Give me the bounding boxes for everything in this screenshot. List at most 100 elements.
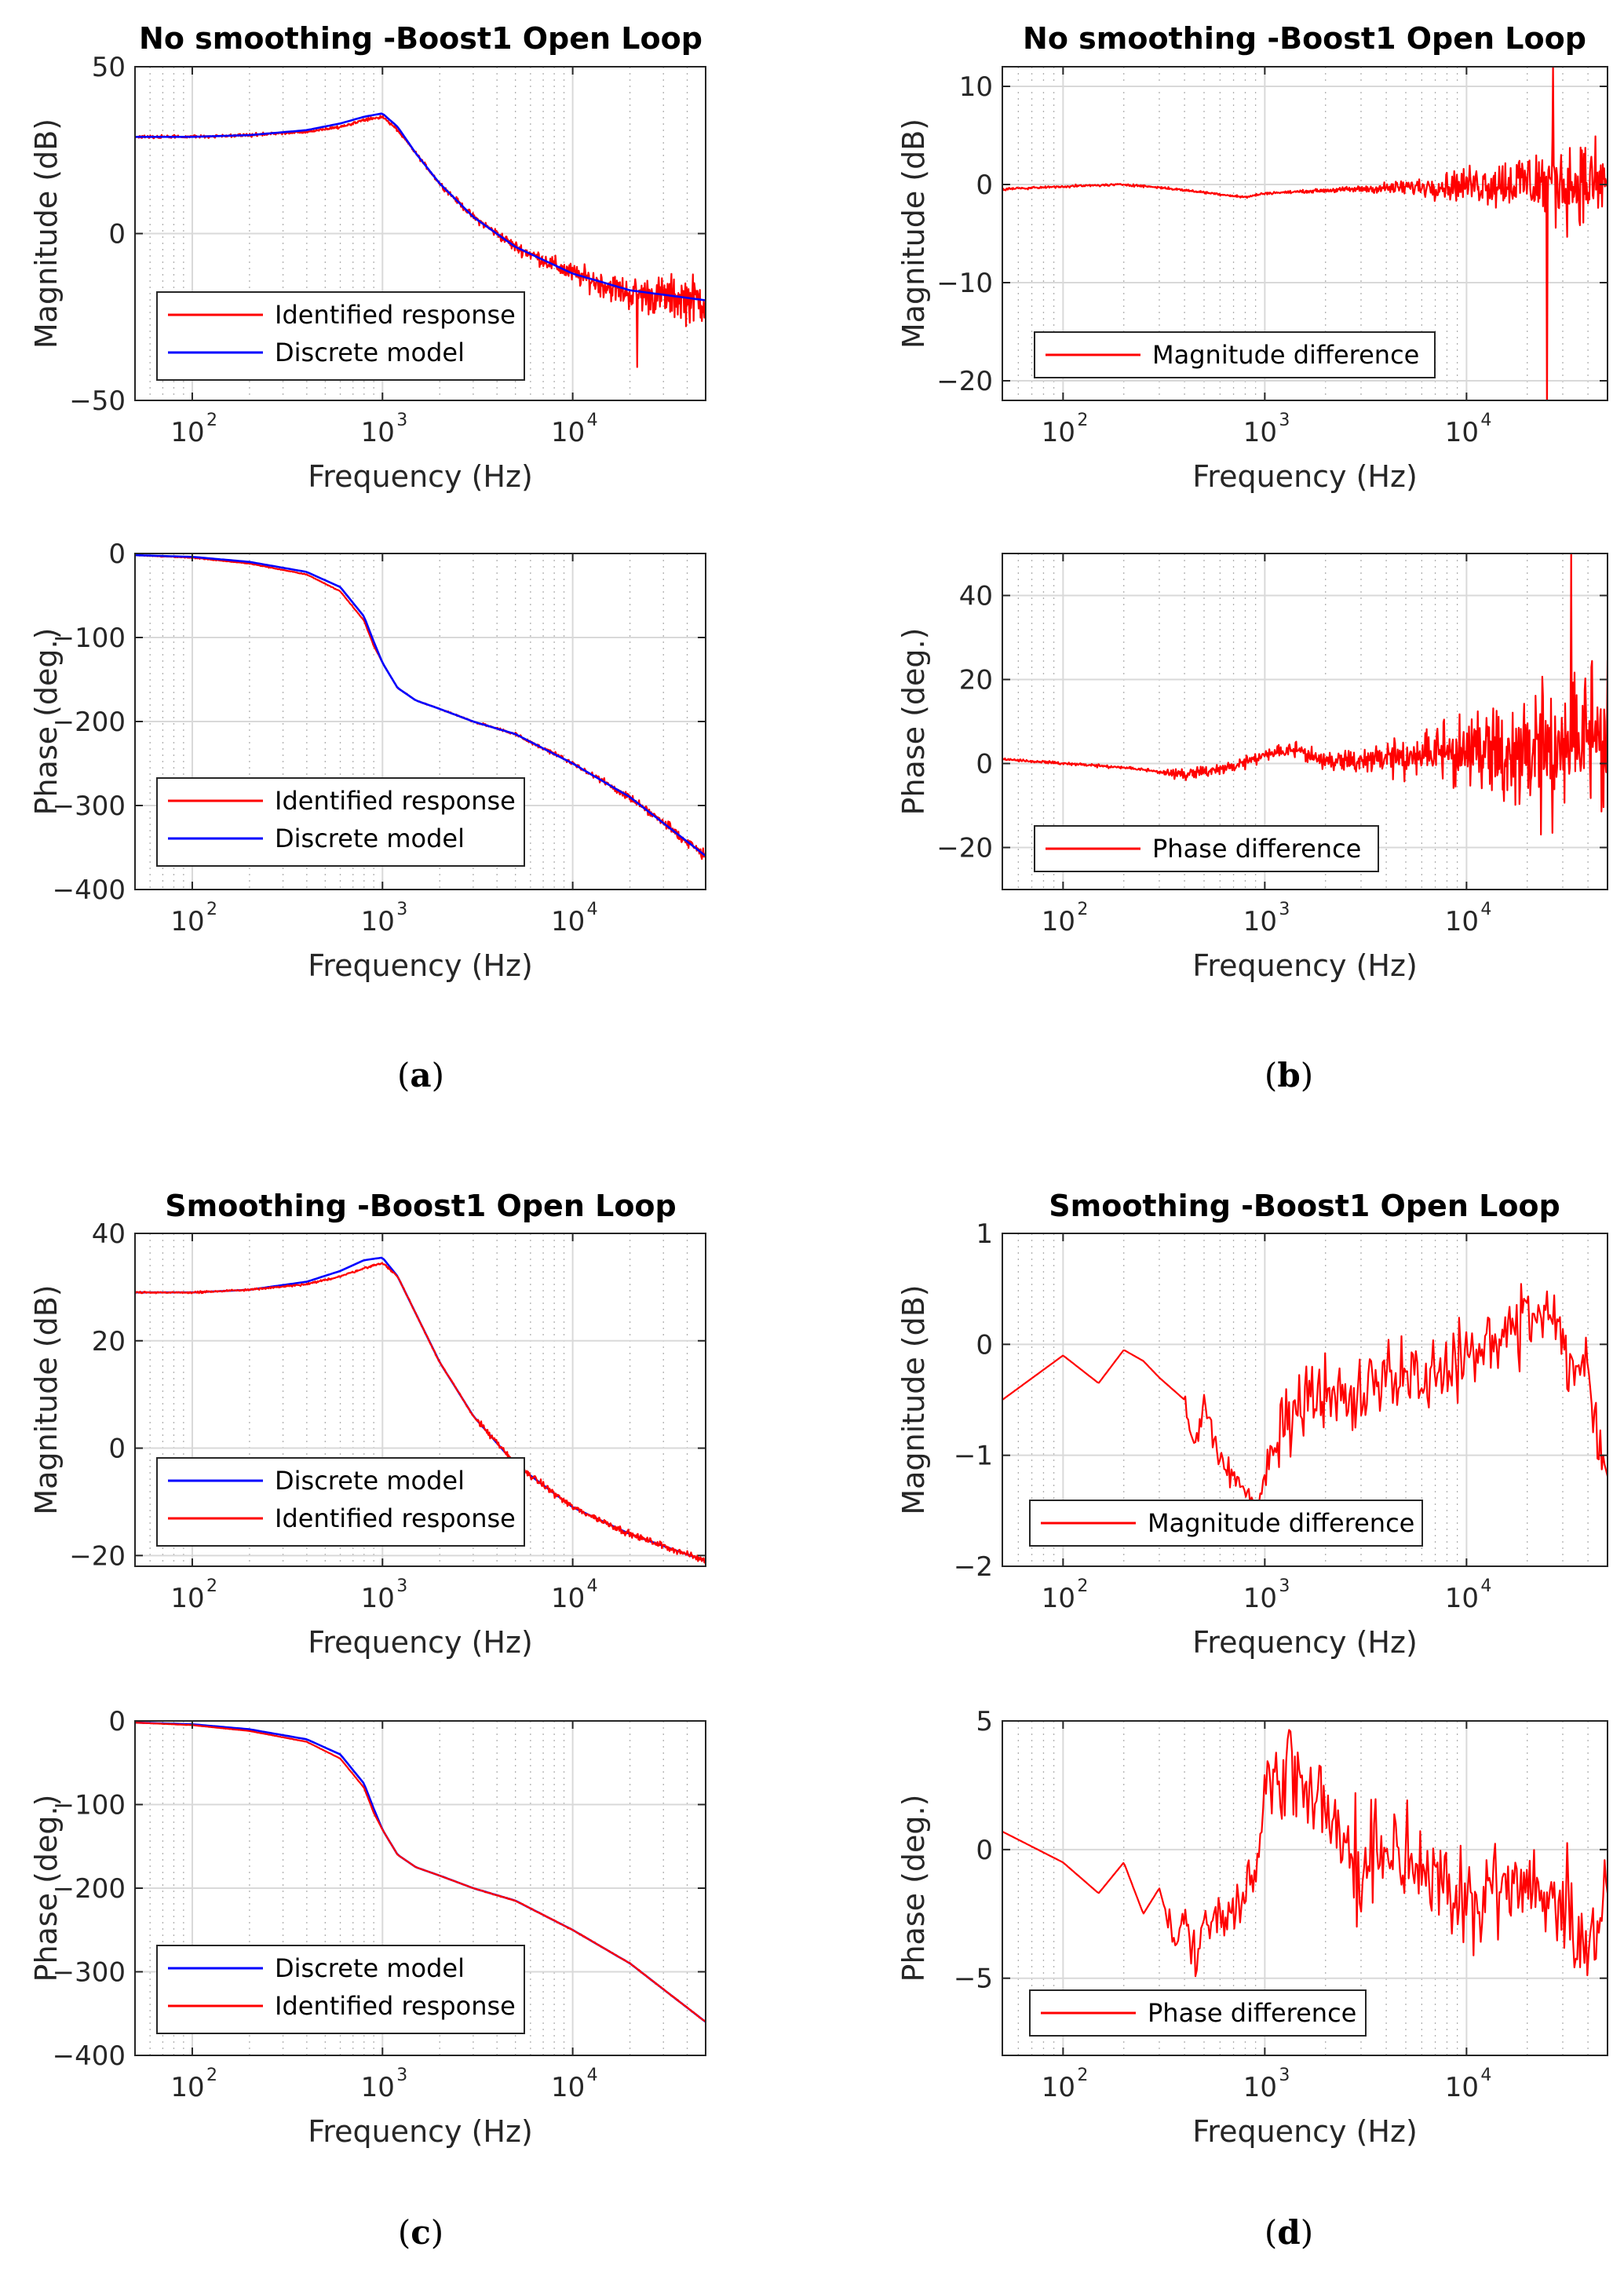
x-tick-exponent: 4 (1480, 411, 1491, 430)
legend-entry: Discrete model (275, 824, 465, 853)
x-tick-label: 10 (551, 906, 585, 937)
legend-entry: Identified response (275, 300, 516, 330)
x-axis-label: Frequency (Hz) (1192, 2114, 1418, 2149)
x-tick-label: 10 (551, 2072, 585, 2103)
x-tick-label: 10 (361, 1583, 395, 1614)
series-group (1002, 67, 1608, 400)
series-group (135, 1721, 706, 2023)
y-tick-label: 0 (108, 539, 126, 570)
x-tick-label: 10 (1445, 906, 1479, 937)
legend-entry: Discrete model (275, 338, 465, 367)
legend-box (156, 1457, 525, 1547)
y-tick-label: −200 (53, 707, 126, 738)
x-axis-label: Frequency (Hz) (308, 2114, 533, 2149)
y-tick-label: 0 (976, 1329, 993, 1361)
x-tick-label: 10 (170, 2072, 204, 2103)
series-line-magnitude-difference (1002, 67, 1608, 400)
y-tick-label: 10 (959, 71, 993, 103)
y-tick-label: −2 (954, 1551, 993, 1583)
x-tick-exponent: 3 (396, 411, 407, 430)
panel-label-a: (a) (397, 1056, 444, 1094)
y-tick-label: 40 (92, 1218, 126, 1250)
y-tick-label: 0 (108, 1706, 126, 1737)
chart-title: No smoothing -Boost1 Open Loop (1023, 21, 1586, 56)
series-line-identified-response (135, 1721, 706, 2023)
y-tick-label: −300 (53, 791, 126, 822)
x-tick-exponent: 3 (1279, 1576, 1290, 1596)
y-tick-label: 0 (108, 219, 126, 250)
legend: Phase difference (1029, 1989, 1367, 2037)
y-tick-label: −300 (53, 1957, 126, 1989)
series-group (135, 1256, 706, 1564)
x-tick-label: 10 (551, 417, 585, 448)
x-tick-label: 10 (551, 1583, 585, 1614)
y-tick-label: −100 (53, 1790, 126, 1821)
legend-box (156, 291, 525, 381)
y-axis-label: Phase (deg.) (896, 1795, 931, 1982)
x-axis-label: Frequency (Hz) (308, 948, 533, 983)
x-tick-label: 10 (1042, 1583, 1075, 1614)
x-tick-exponent: 2 (206, 900, 217, 919)
y-axis-label: Phase (deg.) (896, 628, 931, 816)
panel-label-c: (c) (398, 2213, 443, 2252)
y-tick-label: 5 (976, 1706, 993, 1737)
x-tick-label: 10 (170, 906, 204, 937)
series-group (1002, 1729, 1608, 1978)
chart-title: No smoothing -Boost1 Open Loop (139, 21, 703, 56)
legend-entry: Identified response (275, 1991, 516, 2021)
x-tick-exponent: 4 (587, 2066, 598, 2085)
legend: Discrete model Identified response (156, 1945, 525, 2034)
x-tick-label: 10 (1445, 417, 1479, 448)
y-tick-label: 1 (976, 1218, 993, 1250)
y-tick-label: −400 (53, 2040, 126, 2072)
x-tick-label: 10 (1445, 2072, 1479, 2103)
chart-title: Smoothing -Boost1 Open Loop (165, 1189, 677, 1223)
series-line-magnitude-difference (1002, 1283, 1608, 1517)
x-tick-exponent: 3 (396, 2066, 407, 2085)
panel-label-b: (b) (1265, 1056, 1313, 1094)
legend: Magnitude difference (1029, 1500, 1423, 1547)
legend-box (1029, 1500, 1423, 1547)
legend: Discrete model Identified response (156, 1457, 525, 1547)
x-tick-exponent: 2 (1077, 2066, 1088, 2085)
x-tick-label: 10 (1445, 1583, 1479, 1614)
legend-entry: Identified response (275, 786, 516, 816)
x-tick-label: 10 (1243, 417, 1277, 448)
series-line-phase-difference (1002, 1729, 1608, 1978)
y-axis-label: Magnitude (dB) (896, 1284, 931, 1514)
x-tick-exponent: 2 (1077, 1576, 1088, 1596)
y-tick-label: −200 (53, 1873, 126, 1905)
x-tick-exponent: 4 (1480, 2066, 1491, 2085)
x-tick-exponent: 3 (1279, 2066, 1290, 2085)
y-tick-label: 20 (959, 665, 993, 696)
series-group (135, 553, 706, 860)
y-axis-label: Magnitude (dB) (29, 119, 64, 349)
x-tick-label: 10 (1243, 1583, 1277, 1614)
x-tick-label: 10 (361, 417, 395, 448)
series-group (1002, 553, 1608, 836)
y-tick-label: 0 (976, 749, 993, 780)
legend: Phase difference (1034, 825, 1379, 872)
x-tick-label: 10 (1243, 906, 1277, 937)
y-tick-label: −5 (954, 1964, 993, 1995)
y-tick-label: 0 (108, 1434, 126, 1465)
y-tick-label: −100 (53, 623, 126, 654)
x-tick-label: 10 (361, 2072, 395, 2103)
x-tick-label: 10 (170, 1583, 204, 1614)
axes-box (1002, 66, 1608, 401)
ticks: 10 2 10 3 10 4−505 (954, 1706, 1608, 2103)
x-tick-exponent: 3 (396, 900, 407, 919)
legend-entry: Phase difference (1152, 834, 1361, 864)
x-tick-exponent: 2 (206, 411, 217, 430)
axes-box (134, 1233, 706, 1567)
x-tick-exponent: 3 (1279, 900, 1290, 919)
legend-entry: Phase difference (1148, 1998, 1356, 2028)
y-tick-label: 0 (976, 1835, 993, 1866)
